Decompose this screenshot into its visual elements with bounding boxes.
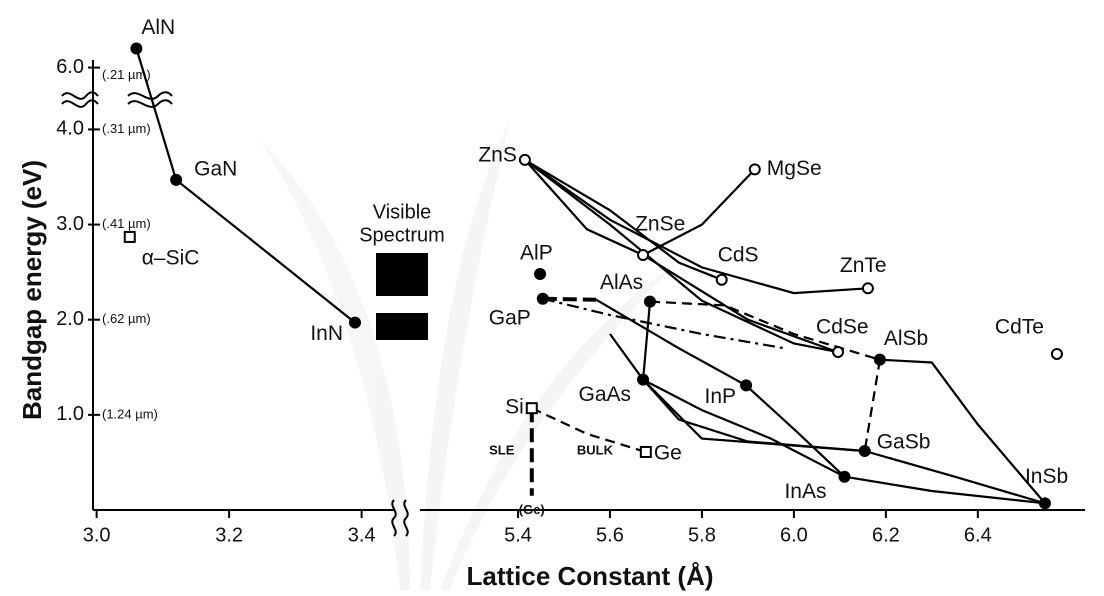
point-label: GaN — [194, 157, 237, 180]
wavelength-label: (.31 µm) — [102, 121, 151, 136]
point — [534, 268, 547, 281]
x-tick-label: 5.8 — [688, 524, 716, 546]
x-tick-label: 6.2 — [872, 524, 900, 546]
annotation: (Ge) — [519, 502, 545, 517]
point — [518, 153, 531, 166]
point — [838, 470, 851, 483]
point — [873, 353, 886, 366]
point-label: InSb — [1025, 465, 1068, 488]
curve — [745, 384, 846, 478]
point-label: ZnSe — [635, 213, 685, 236]
visible-band — [376, 313, 428, 340]
annotation: SLE — [489, 442, 515, 457]
point-label: InP — [705, 385, 737, 408]
point-label: AlN — [141, 16, 175, 39]
x-tick-label: 6.4 — [964, 524, 992, 546]
point-label: InN — [310, 322, 343, 345]
point-label: AlAs — [600, 271, 643, 294]
point-label: CdS — [718, 243, 759, 266]
curve — [524, 158, 723, 281]
curve — [642, 301, 652, 380]
curve — [524, 159, 868, 295]
point — [740, 379, 753, 392]
curve — [642, 168, 756, 256]
curve — [609, 333, 865, 453]
x-tick-label: 5.6 — [596, 524, 624, 546]
curve — [864, 449, 1046, 505]
annotation: BULK — [577, 442, 614, 457]
point-label: α–SiC — [142, 246, 200, 269]
y-axis-title: Bandgap energy (eV) — [17, 160, 47, 420]
point-label: AlP — [520, 242, 553, 265]
point-label: ZnS — [478, 143, 517, 166]
wavelength-label: (.41 µm) — [102, 216, 151, 231]
point — [349, 316, 361, 329]
curve — [642, 378, 846, 478]
point — [637, 373, 650, 386]
curve — [135, 48, 356, 324]
x-tick-label: 3.4 — [348, 524, 376, 546]
point — [715, 273, 728, 286]
visible-label: Visible — [373, 201, 432, 223]
point — [1038, 497, 1051, 510]
x-axis-title: Lattice Constant (Å) — [467, 561, 714, 591]
point-label: InAs — [784, 480, 826, 503]
x-tick-label: 3.2 — [215, 524, 243, 546]
x-tick-label: 5.4 — [504, 524, 532, 546]
wavelength-label: (.62 µm) — [102, 311, 151, 326]
point-label: Si — [505, 396, 524, 419]
point — [861, 282, 874, 295]
point-label: AlSb — [884, 327, 928, 350]
curve — [642, 378, 865, 453]
curve — [524, 159, 839, 354]
point-label: CdTe — [995, 316, 1044, 339]
point — [1050, 347, 1063, 360]
point — [639, 445, 652, 458]
curve — [879, 358, 1046, 505]
point — [130, 42, 143, 55]
point-label: ZnTe — [840, 254, 887, 277]
y-tick-label: 1.0 — [56, 403, 84, 425]
curve — [844, 475, 1046, 505]
curve — [542, 296, 597, 302]
point — [170, 173, 183, 186]
point-label: GaSb — [877, 431, 931, 454]
watermark — [260, 120, 680, 590]
visible-band — [376, 253, 428, 296]
point — [123, 230, 136, 243]
wavelength-label: (.21 µm) — [102, 67, 151, 82]
point — [858, 445, 871, 458]
axis-break — [61, 91, 409, 537]
point — [832, 346, 845, 359]
point — [536, 292, 549, 305]
point — [643, 295, 656, 308]
y-tick-label: 2.0 — [56, 308, 84, 330]
curve — [595, 298, 747, 387]
point — [525, 402, 538, 415]
y-tick-label: 3.0 — [56, 213, 84, 235]
point-label: GaAs — [579, 383, 632, 406]
point-label: GaP — [489, 306, 531, 329]
y-tick-label: 4.0 — [56, 118, 84, 140]
x-tick-label: 3.0 — [83, 524, 111, 546]
point — [748, 163, 761, 176]
point-label: CdSe — [816, 316, 869, 339]
visible-label: Spectrum — [359, 224, 445, 246]
x-tick-label: 6.0 — [780, 524, 808, 546]
y-tick-label: 6.0 — [56, 56, 84, 78]
curve — [542, 297, 785, 350]
point-label: MgSe — [767, 157, 822, 180]
curve — [531, 407, 647, 454]
wavelength-label: (1.24 µm) — [102, 406, 158, 421]
point — [637, 249, 650, 262]
point-label: Ge — [654, 442, 682, 465]
